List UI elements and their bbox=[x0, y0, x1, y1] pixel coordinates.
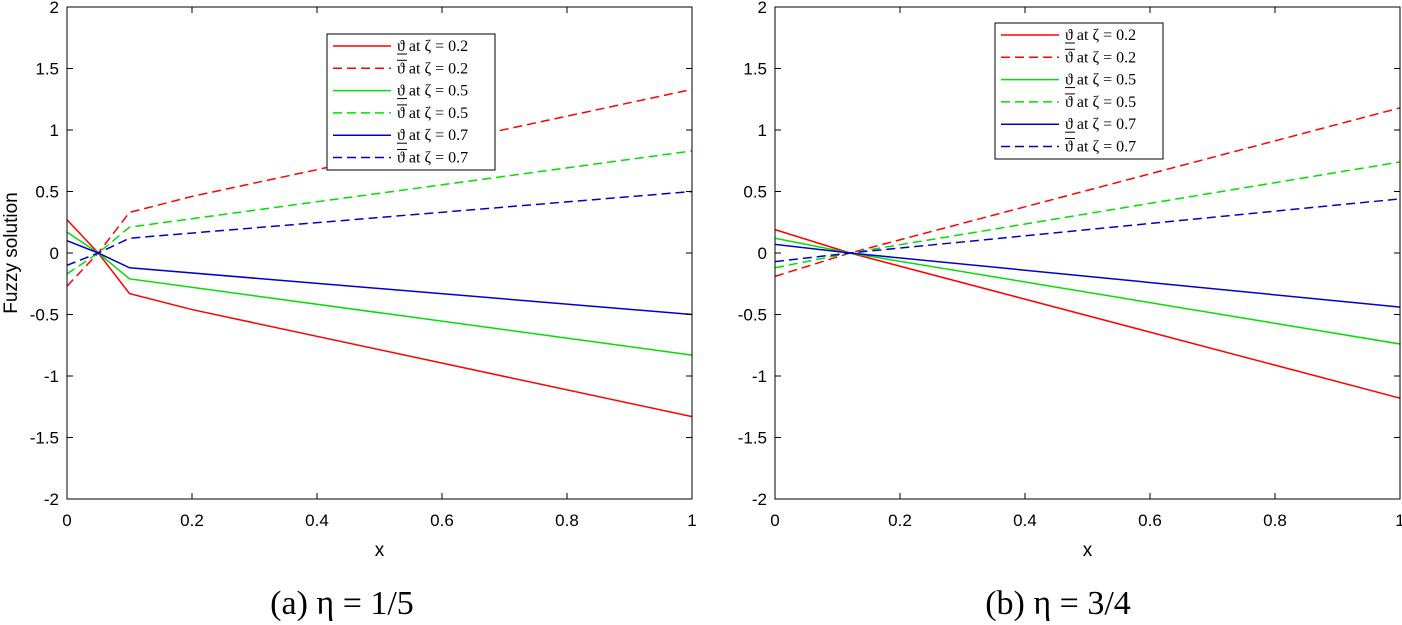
y-tick-label: 2 bbox=[758, 0, 767, 17]
x-axis-label: x bbox=[1083, 540, 1093, 561]
x-tick-label: 1 bbox=[687, 511, 696, 530]
y-tick-label: 0 bbox=[758, 244, 767, 263]
x-tick-label: 0.8 bbox=[1263, 511, 1287, 530]
legend-entry-6: ϑ at ζ = 0.7 bbox=[1065, 139, 1136, 156]
x-tick-label: 0.4 bbox=[305, 511, 329, 530]
series-line-6 bbox=[66, 190, 693, 266]
y-tick-label: 0.5 bbox=[35, 183, 59, 202]
y-tick-label: -2 bbox=[752, 490, 767, 509]
x-tick-label: 0.6 bbox=[1138, 511, 1162, 530]
legend-entry-1: ϑ at ζ = 0.2 bbox=[397, 38, 468, 55]
x-axis-label: x bbox=[375, 540, 385, 561]
x-tick-label: 0.2 bbox=[180, 511, 204, 530]
legend-entry-5: ϑ at ζ = 0.7 bbox=[1065, 116, 1136, 133]
x-tick-label: 0 bbox=[770, 511, 779, 530]
legend-entry-4: ϑ at ζ = 0.5 bbox=[1065, 94, 1136, 111]
legend-entry-2: ϑ at ζ = 0.2 bbox=[397, 60, 468, 77]
series-line-5 bbox=[66, 240, 693, 316]
y-tick-label: -1 bbox=[752, 367, 767, 386]
x-tick-label: 0 bbox=[62, 511, 71, 530]
series-line-4 bbox=[66, 150, 693, 275]
x-tick-label: 0.2 bbox=[888, 511, 912, 530]
chart-panel-2: 0 0.2 0.4 0.6 0.8 1 -2 -1.5 -1 -0.5 0 0.5 1 1.5 2 x ϑ at… bbox=[738, 0, 1402, 622]
panel-caption: (b) η = 3/4 bbox=[985, 585, 1131, 622]
y-tick-label: 1.5 bbox=[743, 60, 767, 79]
y-tick-label: -0.5 bbox=[30, 306, 59, 325]
x-tick-label: 0.8 bbox=[555, 511, 579, 530]
series-line-6 bbox=[774, 198, 1401, 263]
y-tick-label: -1.5 bbox=[738, 429, 767, 448]
legend-box bbox=[994, 22, 1164, 160]
series-line-5 bbox=[774, 243, 1401, 308]
y-tick-label: 1.5 bbox=[35, 60, 59, 79]
y-tick-label: 2 bbox=[50, 0, 59, 17]
y-tick-label: 1 bbox=[50, 121, 59, 140]
y-tick-label: -2 bbox=[44, 490, 59, 509]
y-tick-label: -1.5 bbox=[30, 429, 59, 448]
legend-entry-5: ϑ at ζ = 0.7 bbox=[397, 127, 468, 144]
legend-entry-1: ϑ at ζ = 0.2 bbox=[1065, 27, 1136, 44]
legend-entry-4: ϑ at ζ = 0.5 bbox=[397, 105, 468, 122]
x-tick-label: 0.4 bbox=[1013, 511, 1037, 530]
y-tick-label: 0.5 bbox=[743, 183, 767, 202]
y-tick-label: -1 bbox=[44, 367, 59, 386]
y-tick-label: -0.5 bbox=[738, 306, 767, 325]
panel-caption: (a) η = 1/5 bbox=[270, 585, 414, 622]
legend: ϑ at ζ = 0.2 ϑ at ζ = 0.2 ϑ at ζ = 0.5 ϑ at… bbox=[326, 33, 496, 171]
legend-entry-6: ϑ at ζ = 0.7 bbox=[397, 150, 468, 167]
chart-panel-1: 0 0.2 0.4 0.6 0.8 1 -2 -1.5 -1 -0.5 0 0.5 1 1.5 2 x Fuzz… bbox=[1, 0, 697, 622]
y-tick-label: 0 bbox=[50, 244, 59, 263]
legend: ϑ at ζ = 0.2 ϑ at ζ = 0.2 ϑ at ζ = 0.5 ϑ at… bbox=[994, 22, 1164, 160]
x-tick-label: 0.6 bbox=[430, 511, 454, 530]
legend-entry-2: ϑ at ζ = 0.2 bbox=[1065, 49, 1136, 66]
legend-entry-3: ϑ at ζ = 0.5 bbox=[397, 83, 468, 100]
series-line-4 bbox=[774, 161, 1401, 269]
series-line-2 bbox=[66, 88, 693, 287]
legend-box bbox=[326, 33, 496, 171]
y-axis-label: Fuzzy solution bbox=[1, 192, 22, 313]
series-line-1 bbox=[66, 219, 693, 418]
legend-entry-3: ϑ at ζ = 0.5 bbox=[1065, 72, 1136, 89]
x-tick-label: 1 bbox=[1395, 511, 1402, 530]
series-line-3 bbox=[66, 231, 693, 356]
y-tick-label: 1 bbox=[758, 121, 767, 140]
